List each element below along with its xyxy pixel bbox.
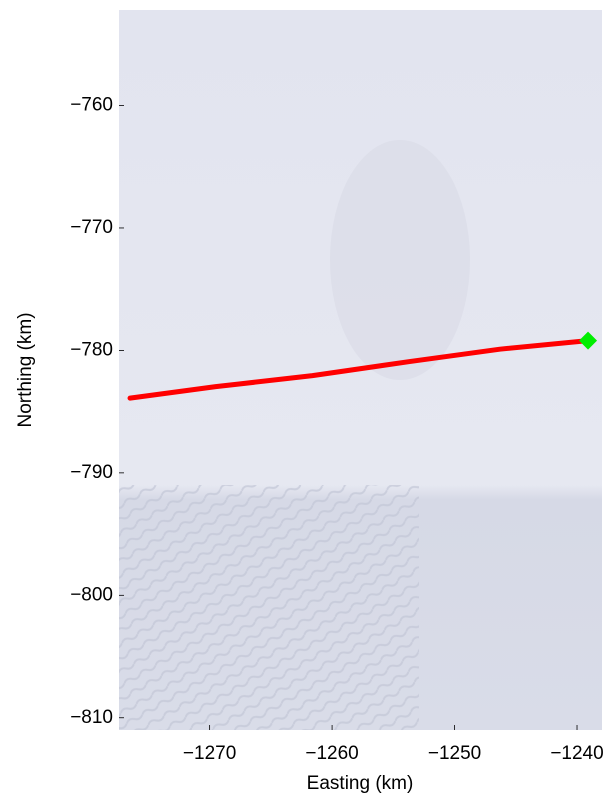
x-tick-label: −1250 xyxy=(428,743,481,764)
x-axis-label: Easting (km) xyxy=(307,773,414,794)
y-axis-label: Northing (km) xyxy=(15,312,36,427)
y-tick-label: −810 xyxy=(70,707,113,728)
track-line xyxy=(127,338,591,401)
y-tick-label: −800 xyxy=(70,584,113,605)
x-tick-label: −1260 xyxy=(305,743,358,764)
y-tick-label: −780 xyxy=(70,339,113,360)
background-image xyxy=(119,10,602,730)
y-tick-label: −760 xyxy=(70,95,113,116)
y-tick-label: −770 xyxy=(70,217,113,238)
y-tick-label: −790 xyxy=(70,462,113,483)
x-tick-label: −1270 xyxy=(183,743,236,764)
end-marker xyxy=(579,331,598,350)
x-tick-label: −1240 xyxy=(550,743,603,764)
